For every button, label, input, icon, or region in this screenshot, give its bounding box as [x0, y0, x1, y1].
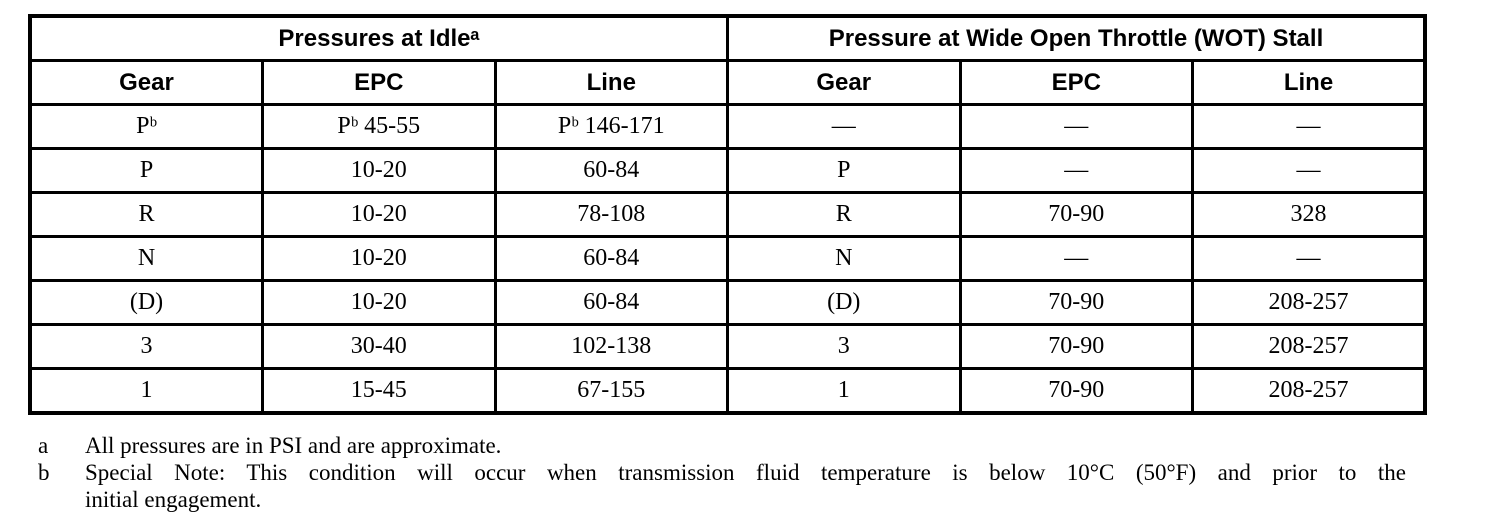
table-row: 3 30-40 102-138 3 70-90 208-257 [28, 323, 1427, 370]
table-row: N 10-20 60-84 N — — [28, 235, 1427, 282]
table-cell: 15-45 [261, 367, 497, 415]
table-cell: (D) [28, 279, 264, 326]
table-cell: 10-20 [261, 147, 497, 194]
table-cell: 70-90 [958, 191, 1194, 238]
footnote-b-text: Special Note: This condition will occur … [85, 459, 1406, 513]
col-header-epc-idle: EPC [261, 59, 497, 106]
table-cell: R [28, 191, 264, 238]
table-cell: 208-257 [1191, 323, 1427, 370]
group-header-row: Pressures at Idleᵃ Pressure at Wide Open… [28, 14, 1427, 62]
table-cell: 70-90 [958, 323, 1194, 370]
table-cell: — [958, 103, 1194, 150]
table-cell: — [1191, 235, 1427, 282]
pressure-specifications-table: Pressures at Idleᵃ Pressure at Wide Open… [28, 14, 1427, 415]
table-cell: 70-90 [958, 279, 1194, 326]
footnote-a: a All pressures are in PSI and are appro… [38, 432, 1406, 459]
table-cell: 10-20 [261, 235, 497, 282]
col-header-gear-wot: Gear [726, 59, 962, 106]
col-header-gear-idle: Gear [28, 59, 264, 106]
table-cell: — [958, 147, 1194, 194]
footnote-b-line1: Special Note: This condition will occur … [85, 460, 1406, 485]
table-cell: 10-20 [261, 191, 497, 238]
table-cell: 70-90 [958, 367, 1194, 415]
table-cell: N [726, 235, 962, 282]
table-cell: (D) [726, 279, 962, 326]
table-cell: 208-257 [1191, 367, 1427, 415]
table-cell: 1 [28, 367, 264, 415]
table-cell: 60-84 [493, 235, 729, 282]
group-header-wot-stall: Pressure at Wide Open Throttle (WOT) Sta… [726, 14, 1427, 62]
table-row: 1 15-45 67-155 1 70-90 208-257 [28, 367, 1427, 415]
table-cell: 67-155 [493, 367, 729, 415]
footnote-b: b Special Note: This condition will occu… [38, 459, 1406, 513]
table-cell: — [1191, 103, 1427, 150]
footnotes-section: a All pressures are in PSI and are appro… [38, 432, 1406, 513]
table-cell: 78-108 [493, 191, 729, 238]
footnote-a-marker: a [38, 433, 49, 458]
table-cell: 208-257 [1191, 279, 1427, 326]
table-cell: — [958, 235, 1194, 282]
table-cell: 3 [28, 323, 264, 370]
table-row: (D) 10-20 60-84 (D) 70-90 208-257 [28, 279, 1427, 326]
table-cell: 3 [726, 323, 962, 370]
table-row: P 10-20 60-84 P — — [28, 147, 1427, 194]
table-cell: 10-20 [261, 279, 497, 326]
footnote-b-line2: initial engagement. [85, 487, 262, 512]
table-cell: Pᵇ [28, 103, 264, 150]
table-cell: — [726, 103, 962, 150]
table-cell: 102-138 [493, 323, 729, 370]
table-cell: R [726, 191, 962, 238]
table-cell: Pᵇ 146-171 [493, 103, 729, 150]
table-cell: 60-84 [493, 279, 729, 326]
table-cell: P [726, 147, 962, 194]
table-cell: 30-40 [261, 323, 497, 370]
table-cell: 328 [1191, 191, 1427, 238]
table-row: R 10-20 78-108 R 70-90 328 [28, 191, 1427, 238]
table-cell: Pᵇ 45-55 [261, 103, 497, 150]
group-header-idle: Pressures at Idleᵃ [28, 14, 729, 62]
col-header-line-idle: Line [493, 59, 729, 106]
table-cell: P [28, 147, 264, 194]
column-header-row: Gear EPC Line Gear EPC Line [28, 59, 1427, 106]
table-cell: — [1191, 147, 1427, 194]
col-header-line-wot: Line [1191, 59, 1427, 106]
table-cell: N [28, 235, 264, 282]
footnote-b-marker: b [38, 460, 50, 485]
col-header-epc-wot: EPC [958, 59, 1194, 106]
footnote-a-text: All pressures are in PSI and are approxi… [85, 433, 502, 458]
table-cell: 60-84 [493, 147, 729, 194]
table-cell: 1 [726, 367, 962, 415]
table-row: Pᵇ Pᵇ 45-55 Pᵇ 146-171 — — — [28, 103, 1427, 150]
